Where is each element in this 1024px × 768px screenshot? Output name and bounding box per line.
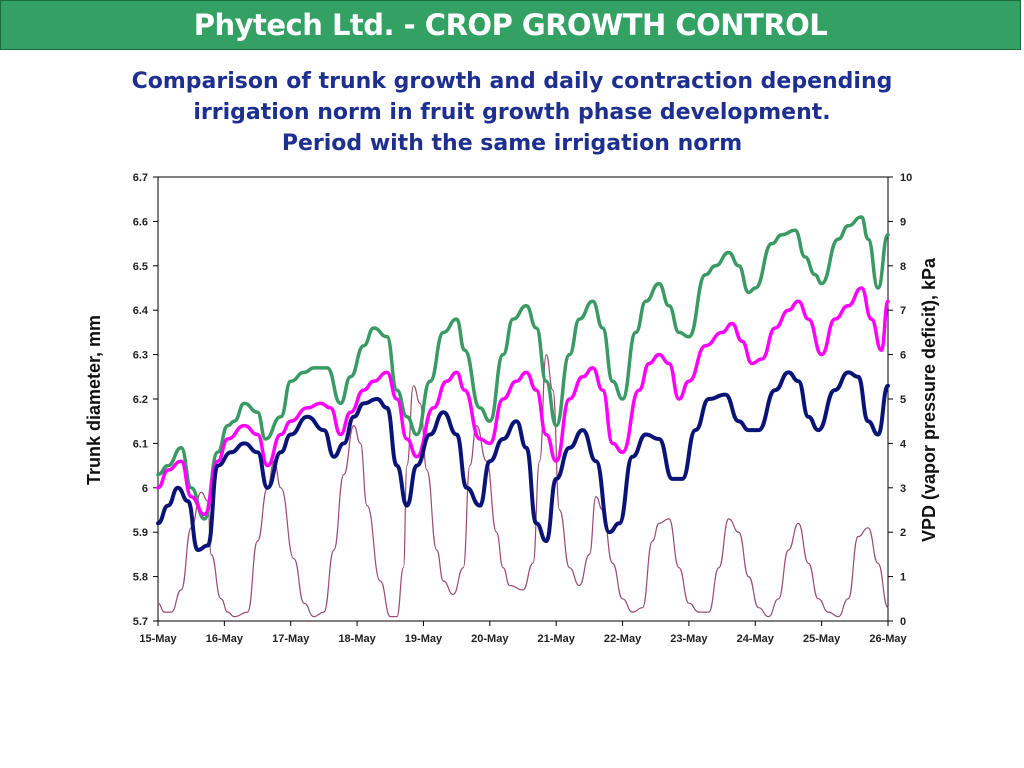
y-tick-label: 6.3 [133, 350, 148, 362]
y2-tick-label: 2 [900, 527, 906, 539]
x-tick-label: 25-May [803, 633, 841, 645]
y2-tick-label: 6 [900, 350, 906, 362]
trunk-series-magenta-line [156, 286, 890, 517]
trunk-series-navy-line [156, 370, 890, 552]
y-tick-label: 6.5 [133, 261, 148, 273]
y2-tick-label: 10 [900, 172, 912, 184]
y-tick-label: 6 [142, 483, 148, 495]
x-tick-label: 21-May [538, 633, 576, 645]
x-tick-label: 17-May [272, 633, 310, 645]
subtitle-line-2: irrigation norm in fruit growth phase de… [193, 100, 831, 125]
subtitle-line-3: Period with the same irrigation norm [281, 131, 743, 156]
x-tick-label: 19-May [405, 633, 443, 645]
y-tick-label: 5.9 [133, 527, 148, 539]
subtitle-line-1: Comparison of trunk growth and daily con… [131, 69, 893, 94]
y-tick-label: 6.6 [133, 216, 148, 228]
y2-tick-label: 0 [900, 616, 906, 628]
chart-axes [153, 176, 893, 626]
plot-frame [157, 176, 889, 622]
title-banner: Phytech Ltd. - CROP GROWTH CONTROL [0, 0, 1021, 50]
y-tick-label: 6.2 [133, 394, 148, 406]
y-tick-label: 6.4 [133, 305, 149, 317]
y-tick-label: 5.8 [133, 572, 148, 584]
y2-tick-label: 7 [900, 305, 906, 317]
y-tick-label: 6.1 [133, 438, 148, 450]
x-tick-label: 20-May [471, 633, 509, 645]
chart-labels: 5.7 5.8 5.9 6 6.1 6.2 6.3 6.4 6.5 6.6 6.7 0 1 2 3 4 5 6 7 8… [133, 172, 913, 645]
y2-tick-label: 3 [900, 483, 906, 495]
y2-tick-label: 5 [900, 394, 906, 406]
y2-tick-label: 1 [900, 572, 906, 584]
x-tick-label: 15-May [139, 633, 177, 645]
x-tick-label: 23-May [670, 633, 708, 645]
chart-series [156, 215, 890, 618]
y-tick-label: 5.7 [133, 616, 148, 628]
x-tick-label: 26-May [869, 633, 907, 645]
y2-tick-label: 4 [900, 438, 907, 450]
y2-tick-label: 9 [900, 216, 906, 228]
x-tick-label: 24-May [737, 633, 775, 645]
x-tick-label: 16-May [206, 633, 244, 645]
y2-axis-title: VPD (vapor pressure deficit), kPa [919, 257, 939, 542]
y2-tick-label: 8 [900, 261, 906, 273]
vpd-series-line [157, 354, 889, 618]
chart-subtitle: Comparison of trunk growth and daily con… [60, 66, 964, 159]
trunk-series-green-line [156, 215, 890, 521]
x-tick-label: 18-May [338, 633, 376, 645]
y-tick-label: 6.7 [133, 172, 148, 184]
x-tick-label: 22-May [604, 633, 642, 645]
y-axis-title: Trunk diameter, mm [84, 315, 104, 485]
page-title: Phytech Ltd. - CROP GROWTH CONTROL [193, 8, 828, 42]
